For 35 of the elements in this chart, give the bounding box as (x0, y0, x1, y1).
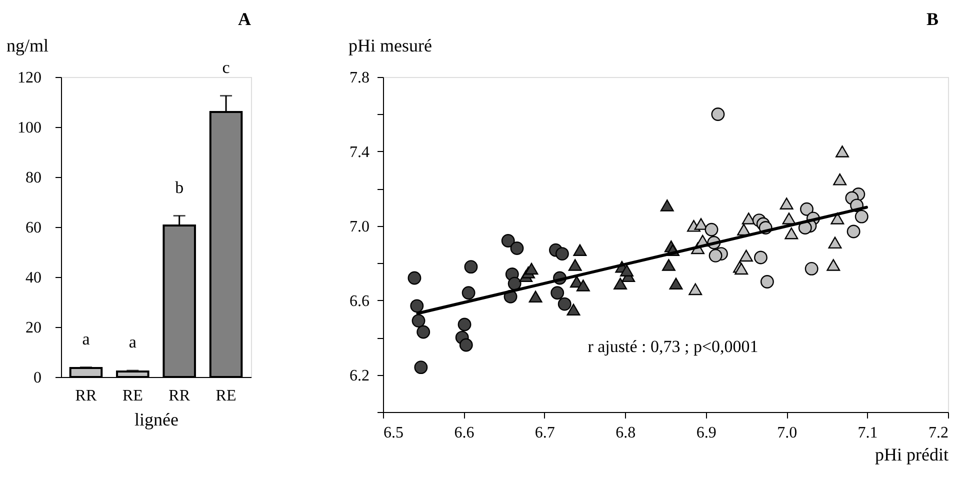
x-tick-label: 6.5 (384, 424, 404, 442)
y-tick-label: 6.6 (350, 292, 370, 310)
x-axis-title: lignée (134, 410, 178, 430)
x-tick-label: 7.2 (928, 424, 948, 442)
annotation: a (128, 332, 137, 352)
y-tick-label: 80 (26, 170, 42, 186)
chart-title: B (926, 9, 938, 29)
x-tick-label: RE (122, 388, 143, 404)
y-tick-label: 100 (18, 120, 42, 136)
y-axis-title: pHi mesuré (348, 36, 432, 56)
x-axis-title: pHi prédit (875, 444, 948, 464)
y-axis-title: ng/ml (6, 36, 49, 56)
y-tick-label: 7.4 (350, 144, 370, 161)
y-tick-label: 6.2 (350, 367, 370, 384)
x-tick-label: RR (75, 388, 97, 404)
chart-title: A (238, 9, 251, 29)
x-tick-label: RR (168, 388, 190, 404)
annotation: b (175, 178, 184, 197)
text: c (222, 58, 230, 77)
y-tick-label: 7.0 (350, 218, 370, 236)
x-tick-label: 6.8 (616, 424, 636, 442)
y-tick-label: 0 (34, 370, 42, 386)
y-tick-label: 120 (18, 70, 42, 86)
x-tick-label: 6.7 (534, 424, 555, 442)
x-tick-label: 7.0 (777, 424, 798, 442)
x-tick-label: 6.9 (696, 424, 716, 442)
x-tick-label: RE (216, 388, 236, 404)
x-tick-label: 7.1 (858, 424, 878, 442)
annotation: a (82, 329, 90, 348)
annotation: r ajusté : 0,73 ; p<0,0001 (588, 337, 758, 356)
y-tick-label: 40 (26, 270, 42, 286)
y-tick-label: 7.8 (350, 70, 370, 86)
y-tick-label: 20 (26, 320, 42, 336)
x-tick-label: 6.6 (454, 424, 474, 442)
y-tick-label: 60 (26, 220, 42, 236)
